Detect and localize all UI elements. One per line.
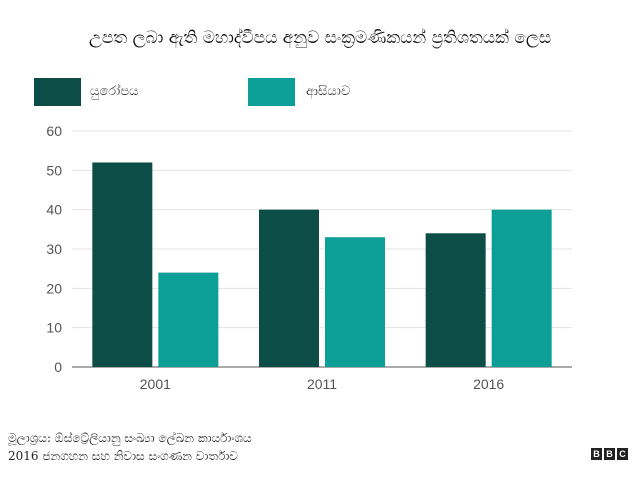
y-tick-label: 50 [46, 162, 62, 178]
y-tick-label: 10 [46, 320, 62, 336]
bar-europe-2016 [425, 233, 486, 367]
y-tick-label: 40 [46, 202, 62, 218]
x-tick-label: 2011 [307, 376, 337, 392]
y-tick-label: 60 [46, 123, 62, 139]
bar-asia-2016 [491, 209, 552, 367]
bar-asia-2011 [325, 237, 385, 367]
legend-label-europe: යුරෝපය [90, 84, 139, 99]
x-tick-label: 2001 [140, 376, 171, 392]
y-tick-label: 20 [46, 280, 62, 296]
bbc-logo-letter: C [617, 448, 628, 460]
source-line-1: මූලාශ්‍රය: ඕස්ට්‍රේලියානු සංඛ්‍යා ලේඛන ක… [8, 431, 252, 445]
legend-label-asia: ආසියාව [306, 84, 351, 99]
bbc-logo-letter: B [604, 448, 615, 460]
bbc-logo-letter: B [591, 448, 602, 460]
source-line-2: 2016 ජනගහන සහ නිවාස සංගණන වාර්තාව [8, 449, 238, 463]
y-tick-label: 30 [46, 241, 62, 257]
x-tick-label: 2016 [473, 376, 504, 392]
legend-swatch-asia [248, 78, 295, 106]
bar-asia-2001 [158, 272, 219, 367]
bbc-logo: B B C [591, 448, 628, 460]
chart-title: උපත ලබා ඇති මහාද්වීපය අනුව සංක්‍රමණිකයන්… [88, 28, 552, 48]
legend-swatch-europe [34, 78, 81, 106]
bar-europe-2011 [259, 209, 319, 367]
bar-europe-2001 [92, 162, 153, 367]
y-tick-label: 0 [54, 359, 62, 375]
